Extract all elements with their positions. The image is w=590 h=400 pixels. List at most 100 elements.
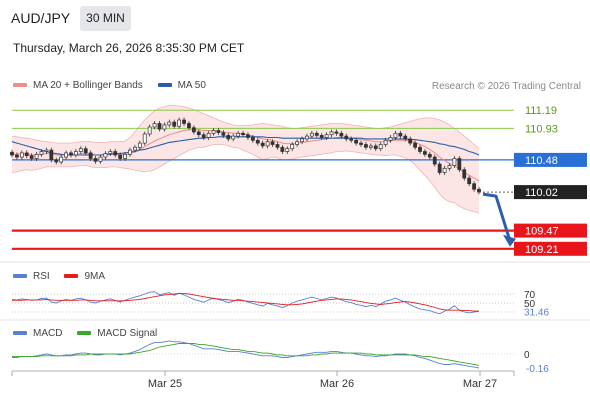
candle-body-70 <box>354 139 359 144</box>
candle-body-88 <box>442 167 447 173</box>
candle-body-86 <box>432 156 437 165</box>
last-price-tag <box>514 185 587 200</box>
candle-body-54 <box>275 144 280 148</box>
candle-body-34 <box>177 119 182 127</box>
candle-body-71 <box>359 142 363 145</box>
candle-body-15 <box>83 148 88 154</box>
candle-body-29 <box>152 123 157 128</box>
candle-body-6 <box>39 151 44 155</box>
macd-signal-swatch <box>77 331 92 336</box>
candle-body-35 <box>182 119 186 124</box>
legend-label-macd-signal: MACD Signal <box>97 328 158 339</box>
rsi-level-label-1: 50 <box>524 299 536 310</box>
macd-zero-label: 0 <box>524 350 530 361</box>
ma50-swatch <box>157 83 172 88</box>
candle-body-79 <box>398 132 403 137</box>
chart-datetime: Thursday, March 26, 2026 8:35:30 PM CET <box>13 41 245 55</box>
ma9-swatch <box>64 274 79 279</box>
main-legend: MA 20 + Bollinger Bands MA 50 <box>13 80 218 91</box>
candle-body-0 <box>10 151 14 156</box>
candle-body-52 <box>265 141 270 147</box>
candle-body-39 <box>201 134 206 138</box>
candle-body-74 <box>373 145 378 150</box>
bollinger-upper-line <box>11 104 480 150</box>
candle-body-14 <box>78 148 83 152</box>
credit-text: Research © 2026 Trading Central <box>431 81 581 92</box>
legend-label-9ma: 9MA <box>84 271 106 282</box>
x-axis-label-0: Mar 25 <box>148 378 182 390</box>
candle-body-10 <box>59 156 64 163</box>
candle-body-65 <box>329 131 334 136</box>
candle-body-48 <box>246 134 250 138</box>
timeframe-button[interactable]: 30 MIN <box>80 6 131 31</box>
candle-body-80 <box>403 135 408 140</box>
candle-body-94 <box>472 183 476 190</box>
candle-body-81 <box>408 138 413 144</box>
candle-body-68 <box>344 135 349 140</box>
candle-body-66 <box>334 131 339 134</box>
candle-body-45 <box>231 135 236 140</box>
support-tag-5 <box>514 241 587 256</box>
candle-body-8 <box>49 149 54 161</box>
legend-label-rsi: RSI <box>33 271 50 282</box>
candle-body-73 <box>368 145 373 148</box>
candle-body-21 <box>113 151 118 156</box>
macd-swatch <box>13 331 27 336</box>
candle-body-53 <box>270 141 275 145</box>
forecast-arrow-head <box>503 234 516 247</box>
candle-body-64 <box>324 134 329 138</box>
support-label-5: 109.21 <box>525 244 559 256</box>
candle-body-32 <box>167 121 172 126</box>
candle-body-11 <box>64 152 68 158</box>
rsi-last-value: 31.46 <box>524 307 549 318</box>
candle-body-23 <box>123 153 127 159</box>
last-price-label: 110.02 <box>525 187 558 199</box>
candle-body-38 <box>196 131 201 136</box>
candle-body-2 <box>19 152 24 158</box>
candle-body-72 <box>364 144 368 148</box>
candle-body-57 <box>290 144 295 150</box>
rsi-swatch <box>13 274 27 279</box>
candle-body-33 <box>172 121 177 127</box>
legend-label-ma20: MA 20 + Bollinger Bands <box>33 80 143 91</box>
candle-body-50 <box>255 139 260 144</box>
rsi-ma9-line <box>12 293 479 312</box>
candle-body-59 <box>300 138 304 143</box>
legend-item-ma50: MA 50 <box>157 80 206 91</box>
candle-body-37 <box>191 127 196 133</box>
candle-body-17 <box>93 158 98 162</box>
candle-body-12 <box>69 152 73 156</box>
candle-body-89 <box>447 165 452 169</box>
candle-body-87 <box>437 163 442 173</box>
candle-body-62 <box>314 132 319 136</box>
candle-body-51 <box>260 142 265 147</box>
pivot-label: 110.48 <box>525 155 558 167</box>
candle-body-60 <box>305 135 309 140</box>
rsi-level-label-0: 70 <box>524 290 536 301</box>
resistance-label-0: 111.19 <box>525 105 557 117</box>
candle-body-27 <box>142 133 147 144</box>
candle-body-7 <box>44 149 49 152</box>
candle-body-92 <box>462 169 467 179</box>
macd-legend: MACD MACD Signal <box>13 328 169 339</box>
candle-body-42 <box>216 130 221 133</box>
candle-body-78 <box>393 132 398 138</box>
candle-body-28 <box>147 126 152 135</box>
candle-body-44 <box>226 135 231 140</box>
candle-body-67 <box>339 132 344 137</box>
candle-body-58 <box>295 141 300 145</box>
candle-body-90 <box>452 158 457 166</box>
symbol-title: AUD/JPY <box>11 10 71 26</box>
candle-body-31 <box>162 124 167 130</box>
candle-body-25 <box>132 146 137 151</box>
candle-body-43 <box>221 132 226 136</box>
bollinger-lower-line <box>11 144 480 214</box>
bollinger-band-fill <box>12 105 479 214</box>
resistance-label-1: 110.93 <box>525 123 558 135</box>
candle-body-24 <box>128 149 132 155</box>
forecast-arrow-line <box>482 192 511 239</box>
candle-body-75 <box>378 144 383 150</box>
legend-item-macd-signal: MACD Signal <box>77 328 157 339</box>
candle-body-49 <box>250 137 255 141</box>
